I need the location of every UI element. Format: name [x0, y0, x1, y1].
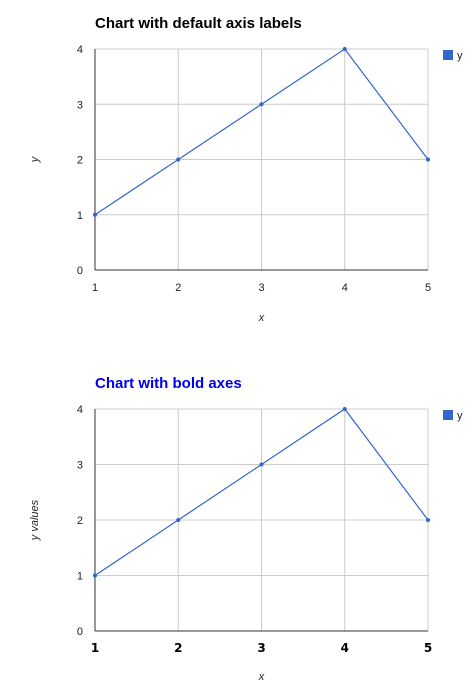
data-point [259, 462, 264, 467]
data-point [176, 518, 181, 522]
y-tick-label: 1 [77, 571, 83, 583]
y-tick-label: 3 [77, 99, 83, 111]
y-axis-label: y values [29, 499, 41, 541]
legend-swatch [443, 410, 453, 420]
x-tick-label: 2 [175, 282, 181, 294]
x-tick-label: 1 [91, 641, 99, 655]
y-tick-label: 1 [77, 210, 83, 222]
y-tick-label: 3 [77, 460, 83, 472]
x-axis-label: x [258, 671, 265, 683]
legend-label: y [457, 50, 463, 62]
x-tick-label: 4 [341, 641, 349, 655]
x-tick-label: 5 [425, 282, 431, 294]
y-tick-label: 0 [77, 626, 83, 638]
data-point [259, 102, 264, 107]
y-tick-label: 4 [77, 404, 83, 416]
y-tick-label: 2 [77, 515, 83, 527]
data-point [176, 157, 181, 162]
x-tick-label: 5 [424, 641, 432, 655]
data-point [426, 157, 430, 162]
chart-title: Chart with default axis labels [95, 15, 302, 32]
x-tick-label: 3 [257, 641, 265, 655]
y-tick-label: 0 [77, 265, 83, 277]
x-tick-label: 1 [92, 282, 98, 294]
y-tick-label: 2 [77, 155, 83, 167]
y-tick-label: 4 [77, 44, 83, 56]
legend-label: y [457, 410, 463, 422]
x-axis-label: x [258, 312, 265, 324]
data-point [342, 407, 347, 411]
y-axis-label: y [29, 155, 41, 163]
legend-swatch [443, 50, 453, 60]
x-tick-label: 3 [258, 282, 264, 294]
data-point [342, 47, 347, 51]
x-tick-label: 4 [342, 282, 348, 294]
x-tick-label: 2 [174, 641, 182, 655]
chart-title: Chart with bold axes [95, 375, 242, 392]
data-point [426, 518, 430, 522]
data-point [93, 573, 97, 578]
data-point [93, 212, 97, 217]
